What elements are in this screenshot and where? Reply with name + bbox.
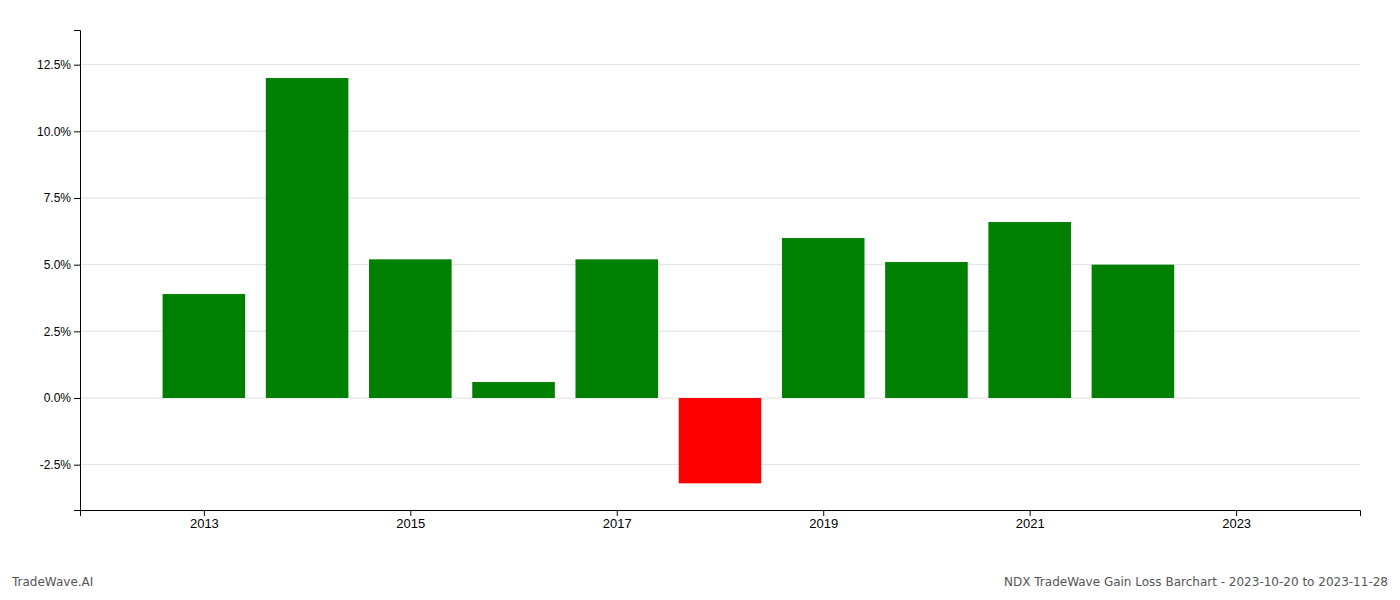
bar	[472, 382, 555, 398]
bar	[782, 238, 865, 398]
y-axis: -2.5% 0.0% 2.5% 5.0% 7.5% 10.0% 12.5%	[37, 31, 81, 511]
x-tick-label: 2023	[1222, 516, 1251, 531]
grid-line	[80, 64, 1360, 65]
footer-text: TradeWave.AI	[11, 575, 93, 589]
y-tick-label: 0.0%	[44, 391, 72, 405]
bar	[1092, 265, 1175, 398]
y-tick-mark	[74, 65, 80, 66]
y-tick-label: 12.5%	[37, 58, 71, 72]
x-tick-mark	[204, 510, 205, 516]
y-tick-mark	[74, 198, 80, 199]
y-tick-mark	[74, 398, 80, 399]
y-tick-label: 5.0%	[44, 258, 72, 272]
bar	[163, 294, 246, 398]
x-tick-mark	[1236, 510, 1237, 516]
y-tick: 2.5%	[44, 325, 80, 339]
y-tick-label: -2.5%	[40, 458, 72, 472]
x-tick-label: 2019	[809, 516, 838, 531]
chart: -2.5%0.0%2.5%5.0%7.5%10.0%12.5%201320152…	[0, 0, 1400, 600]
x-tick-mark	[1030, 510, 1031, 516]
x-tick-mark	[410, 510, 411, 516]
x-tick-mark	[617, 510, 618, 516]
x-tick: 2013	[190, 510, 219, 531]
y-tick: 0.0%	[44, 391, 80, 405]
y-tick-mark	[74, 331, 80, 332]
x-tick: 2019	[809, 510, 838, 531]
x-tick-label: 2013	[190, 516, 219, 531]
y-tick-mark	[74, 131, 80, 132]
x-axis: 2013 2015 2017 2019 2021 2023	[81, 510, 1361, 531]
bar	[575, 259, 658, 398]
y-tick-label: 7.5%	[44, 191, 72, 205]
y-tick: 12.5%	[37, 58, 80, 72]
x-tick-label: 2021	[1016, 516, 1045, 531]
y-tick: 7.5%	[44, 191, 80, 205]
bar	[266, 78, 349, 398]
x-tick-label: 2015	[396, 516, 425, 531]
bar	[988, 222, 1071, 398]
bar	[369, 259, 452, 398]
footer-text: NDX TradeWave Gain Loss Barchart - 2023-…	[1004, 575, 1388, 589]
bar	[885, 262, 968, 398]
y-tick-mark	[74, 265, 80, 266]
bar	[679, 398, 762, 483]
bars	[163, 78, 1175, 483]
y-tick: -2.5%	[40, 458, 80, 472]
plot: -2.5%0.0%2.5%5.0%7.5%10.0%12.5%201320152…	[37, 31, 1361, 532]
y-tick-mark	[74, 465, 80, 466]
x-tick: 2023	[1222, 510, 1251, 531]
y-tick-label: 10.0%	[37, 125, 71, 139]
x-tick: 2017	[603, 510, 632, 531]
x-tick-label: 2017	[603, 516, 632, 531]
y-tick: 10.0%	[37, 125, 80, 139]
x-tick-mark	[823, 510, 824, 516]
y-tick: 5.0%	[44, 258, 80, 272]
y-axis-line	[74, 31, 81, 511]
x-tick: 2015	[396, 510, 425, 531]
x-axis-line	[81, 511, 1361, 517]
x-tick: 2021	[1016, 510, 1045, 531]
y-tick-label: 2.5%	[44, 325, 72, 339]
